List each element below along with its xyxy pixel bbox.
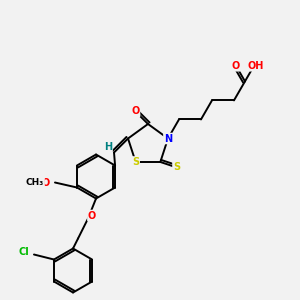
Text: CH₃: CH₃ — [26, 178, 44, 187]
Text: N: N — [164, 134, 172, 143]
Text: Cl: Cl — [19, 247, 29, 256]
Text: O: O — [131, 106, 140, 116]
Text: O: O — [88, 211, 96, 220]
Text: H: H — [104, 142, 112, 152]
Text: S: S — [173, 162, 180, 172]
Text: OH: OH — [248, 61, 264, 71]
Text: O: O — [232, 61, 240, 71]
Text: S: S — [132, 157, 139, 167]
Text: O: O — [42, 178, 50, 188]
